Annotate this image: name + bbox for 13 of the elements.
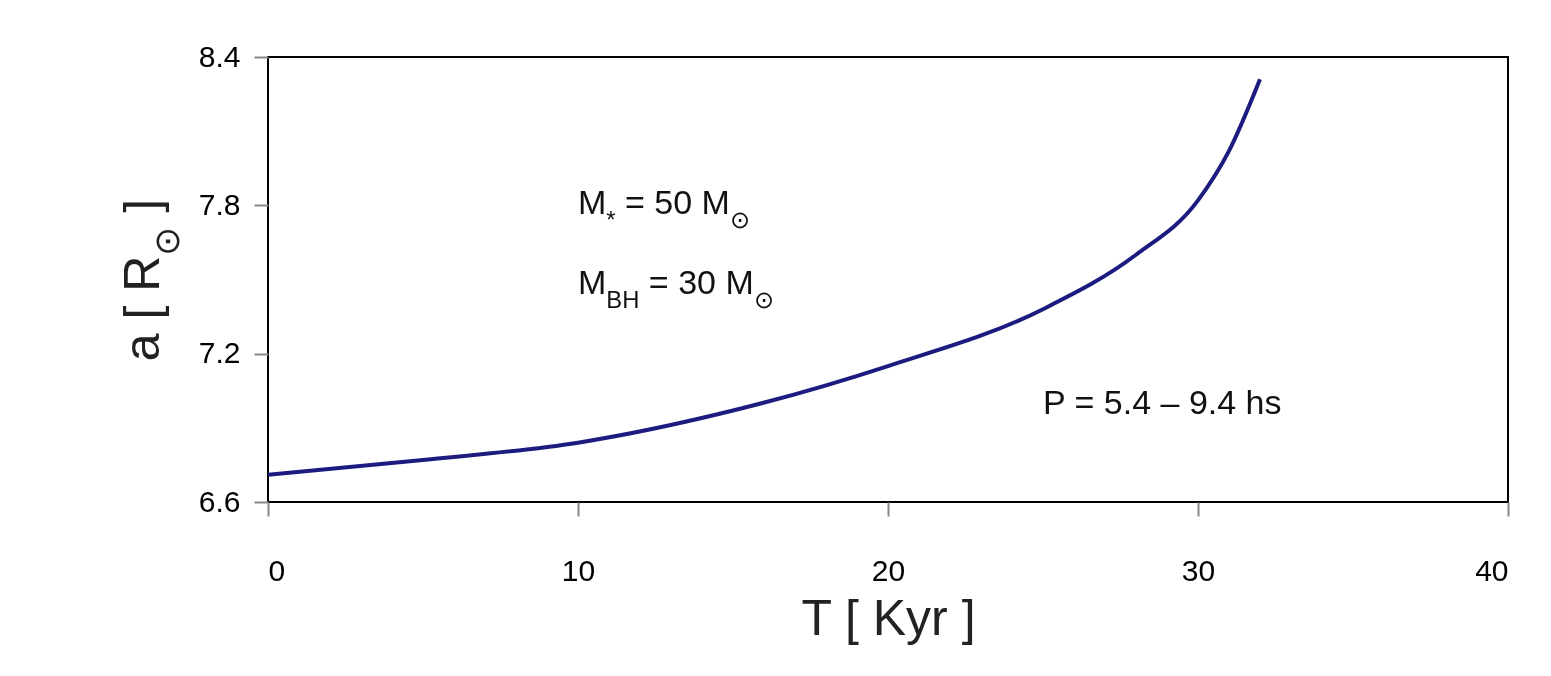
x-axis-title: T [ Kyr ]	[801, 589, 976, 646]
y-tick-label: 6.6	[198, 484, 241, 518]
x-tick-label: 10	[561, 553, 596, 587]
annotation: M$_{*}$ = 50 M$_{⊙}$	[578, 182, 750, 233]
x-tick-label: 0	[268, 553, 286, 587]
x-tick-label: 20	[871, 553, 906, 587]
y-tick-label: 8.4	[198, 39, 241, 73]
x-tick-label: 30	[1181, 553, 1216, 587]
annotation: P = 5.4 – 9.4 hs	[1043, 383, 1282, 422]
x-tick-label: 40	[1475, 553, 1509, 587]
y-tick-label: 7.8	[198, 187, 241, 221]
annotation: M$_{BH}$ = 30 M$_{⊙}$	[578, 262, 774, 313]
y-tick-label: 7.2	[198, 336, 241, 370]
